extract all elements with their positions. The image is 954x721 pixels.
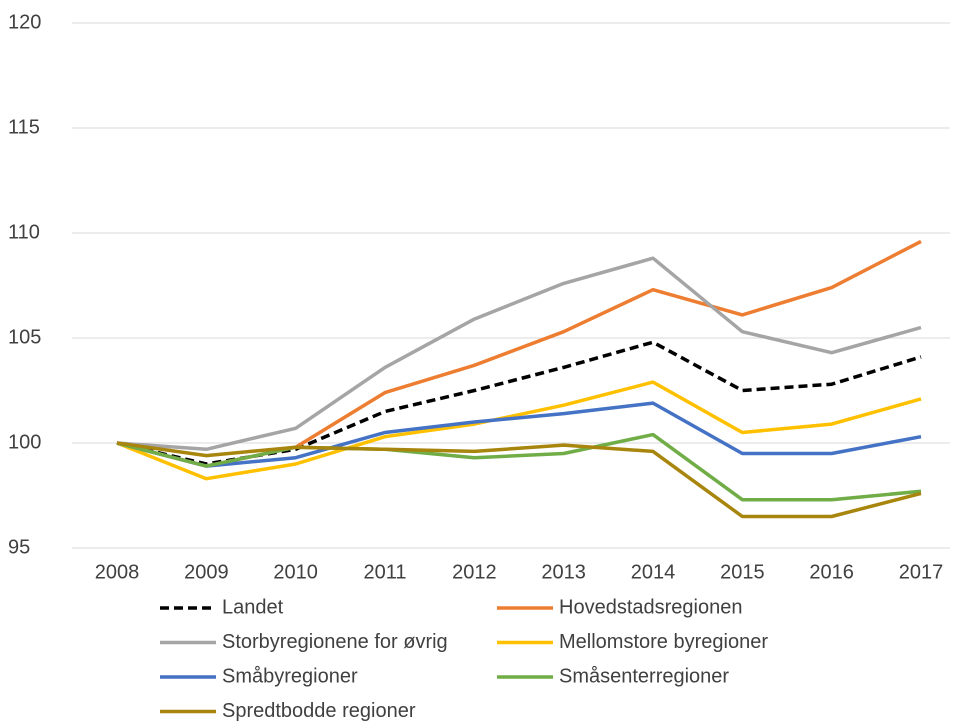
x-tick-label: 2014 [631, 561, 676, 583]
series-line [116, 256, 922, 452]
x-tick-label: 2009 [184, 561, 229, 583]
legend-label: Landet [222, 596, 284, 618]
y-tick-label: 105 [8, 326, 41, 348]
x-tick-label: 2016 [809, 561, 854, 583]
x-tick-label: 2013 [541, 561, 586, 583]
y-tick-label: 115 [8, 116, 40, 138]
x-tick-label: 2008 [95, 561, 140, 583]
series-line [116, 380, 922, 481]
series-line [116, 441, 922, 519]
legend-label: Storbyregionene for øvrig [222, 631, 448, 653]
x-tick-label: 2015 [720, 561, 765, 583]
y-tick-label: 95 [8, 536, 30, 558]
x-tick-label: 2011 [363, 561, 406, 583]
x-tick-label: 2012 [452, 561, 497, 583]
series-line [116, 239, 922, 468]
y-tick-label: 110 [8, 221, 40, 243]
legend-label: Småbyregioner [222, 665, 358, 687]
legend-label: Mellomstore byregioner [559, 631, 768, 653]
x-tick-label: 2010 [273, 561, 318, 583]
x-tick-label: 2017 [899, 561, 944, 583]
legend-label: Hovedstadsregionen [559, 596, 742, 618]
y-tick-label: 100 [8, 431, 41, 453]
y-tick-label: 120 [8, 11, 41, 33]
series-line [116, 401, 922, 468]
series-line [116, 432, 922, 502]
legend-label: Småsenterregioner [559, 665, 729, 687]
legend-label: Spredtbodde regioner [222, 700, 416, 721]
series-line [116, 340, 922, 466]
